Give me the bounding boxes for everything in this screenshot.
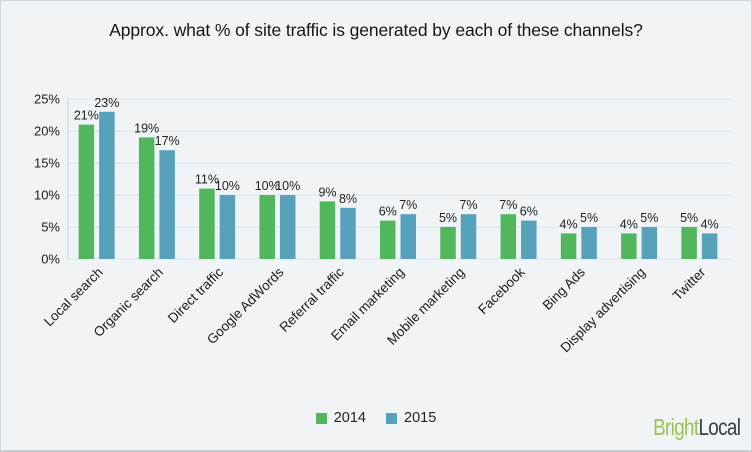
bar-2015 [521, 220, 537, 259]
value-label-2015: 5% [580, 211, 598, 225]
category-label: Bing Ads [540, 264, 588, 312]
bar-2015 [279, 195, 296, 259]
value-label-2014: 4% [560, 217, 578, 231]
logo-text-local: Local [698, 414, 740, 440]
logo-text-bright: Bright [652, 414, 699, 440]
chart-legend: 2014 2015 [1, 410, 751, 426]
legend-label: 2014 [333, 410, 366, 426]
bar-2014 [681, 227, 697, 259]
value-label-2014: 7% [499, 198, 517, 212]
value-label-2014: 21% [74, 109, 99, 123]
bar-2015 [581, 227, 597, 259]
bar-2015 [340, 207, 356, 259]
category-label: Twitter [670, 264, 709, 303]
bar-2015 [460, 214, 477, 259]
category-label: Direct traffic [165, 264, 227, 326]
bar-2014 [560, 233, 577, 259]
legend-label: 2015 [404, 410, 437, 426]
value-label-2015: 5% [640, 211, 658, 225]
brightlocal-logo: BrightLocal [652, 414, 741, 441]
bar-2015 [701, 233, 718, 259]
value-label-2014: 19% [134, 121, 159, 135]
value-label-2014: 10% [255, 179, 280, 193]
bar-2015 [219, 195, 236, 259]
value-label-2015: 7% [399, 198, 417, 212]
bar-2014 [500, 214, 517, 259]
value-label-2015: 10% [275, 179, 300, 193]
value-label-2014: 4% [620, 217, 638, 231]
legend-item-2014: 2014 [315, 410, 366, 426]
value-label-2015: 23% [94, 96, 119, 110]
bar-2014 [440, 227, 456, 259]
bar-2015 [400, 214, 416, 259]
bar-2014 [199, 188, 215, 259]
category-label: Local search [41, 265, 106, 330]
value-label-2015: 4% [701, 217, 719, 231]
value-label-2015: 17% [155, 134, 180, 148]
value-label-2015: 6% [520, 205, 538, 219]
y-tick-label: 15% [34, 156, 60, 171]
legend-item-2015: 2015 [386, 410, 436, 426]
bar-2015 [641, 227, 658, 259]
legend-swatch-2015 [386, 412, 397, 424]
y-tick-label: 25% [34, 92, 60, 107]
y-tick-label: 0% [41, 252, 60, 267]
value-label-2014: 6% [379, 205, 397, 219]
value-label-2014: 5% [439, 211, 457, 225]
value-label-2014: 5% [680, 211, 698, 225]
bar-2014 [319, 201, 336, 259]
value-label-2014: 11% [195, 173, 219, 187]
bar-2015 [159, 150, 175, 259]
bar-2014 [380, 220, 396, 259]
value-label-2015: 10% [215, 179, 240, 193]
bar-2014 [259, 195, 275, 259]
bar-2014 [138, 137, 155, 259]
bar-chart: 0% 5% 10% 15% 20% 25% 21%23% Local search 19%17%… [34, 92, 731, 355]
y-tick-label: 10% [34, 188, 60, 203]
chart-title: Approx. what % of site traffic is genera… [109, 20, 643, 40]
value-label-2015: 7% [459, 198, 477, 212]
category-label: Facebook [475, 264, 528, 317]
legend-swatch-2014 [315, 412, 327, 424]
bar-2014 [78, 124, 95, 259]
y-tick-label: 20% [34, 124, 60, 139]
bar-2015 [99, 111, 115, 259]
value-label-2015: 8% [339, 192, 357, 206]
y-tick-label: 5% [41, 220, 60, 235]
bar-2014 [621, 233, 637, 259]
value-label-2014: 9% [318, 185, 336, 199]
